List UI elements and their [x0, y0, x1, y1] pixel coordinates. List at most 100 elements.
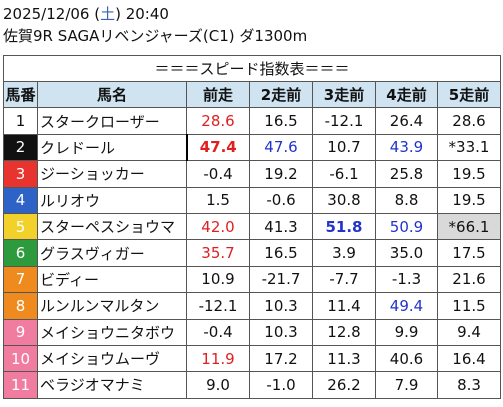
col-header-prev3: 3走前: [313, 82, 376, 108]
speed-index-prev2: 10.3: [250, 293, 313, 319]
horse-number: 2: [4, 134, 38, 160]
horse-number: 5: [4, 213, 38, 239]
speed-index-prev3: 11.4: [313, 293, 376, 319]
speed-index-prev1: 35.7: [187, 240, 250, 266]
weekday: 土: [100, 5, 115, 23]
col-header-name: 馬名: [38, 82, 187, 108]
speed-index-prev3: 12.8: [313, 319, 376, 345]
speed-index-prev2: 41.3: [250, 213, 313, 239]
race-header: 2025/12/06 (土) 20:40 佐賀9R SAGAリベンジャーズ(C1…: [0, 0, 503, 54]
horse-name: メイショウムーヴ: [38, 345, 187, 371]
horse-number: 3: [4, 161, 38, 187]
speed-index-prev4: 43.9: [376, 134, 438, 160]
horse-number: 10: [4, 345, 38, 371]
speed-index-table: ＝＝＝スピード指数表＝＝＝ 馬番 馬名 前走 2走前 3走前 4走前 5走前 1…: [3, 55, 501, 399]
speed-index-prev3: 51.8: [313, 213, 376, 239]
horse-number: 9: [4, 319, 38, 345]
horse-number: 4: [4, 187, 38, 213]
speed-index-prev4: 40.6: [376, 345, 438, 371]
speed-index-prev2: -1.0: [250, 372, 313, 398]
speed-index-prev2: 16.5: [250, 240, 313, 266]
speed-index-prev4: 25.8: [376, 161, 438, 187]
horse-number: 7: [4, 266, 38, 292]
table-row: 7 ビディー 10.9 -21.7 -7.7 -1.3 21.6: [4, 266, 501, 292]
speed-index-prev5: 9.4: [438, 319, 501, 345]
speed-index-prev1: -0.4: [187, 319, 250, 345]
speed-index-prev3: 11.3: [313, 345, 376, 371]
horse-name: メイショウニタボウ: [38, 319, 187, 345]
speed-index-prev4: 50.9: [376, 213, 438, 239]
race-info: 佐賀9R SAGAリベンジャーズ(C1) ダ1300m: [3, 23, 503, 45]
horse-number: 1: [4, 108, 38, 134]
speed-index-prev5: 11.5: [438, 293, 501, 319]
speed-index-prev2: 19.2: [250, 161, 313, 187]
speed-index-prev2: -21.7: [250, 266, 313, 292]
col-header-prev4: 4走前: [376, 82, 438, 108]
speed-index-prev1: 47.4: [187, 134, 250, 160]
speed-index-prev2: 47.6: [250, 134, 313, 160]
speed-index-prev1: 1.5: [187, 187, 250, 213]
speed-index-prev2: 10.3: [250, 319, 313, 345]
speed-index-prev4: 9.9: [376, 319, 438, 345]
horse-name: ジーショッカー: [38, 161, 187, 187]
table-row: 9 メイショウニタボウ -0.4 10.3 12.8 9.9 9.4: [4, 319, 501, 345]
speed-index-prev4: 35.0: [376, 240, 438, 266]
speed-index-prev3: 30.8: [313, 187, 376, 213]
horse-name: ベラジオマナミ: [38, 372, 187, 398]
speed-index-prev5: 17.5: [438, 240, 501, 266]
speed-index-prev3: 26.2: [313, 372, 376, 398]
col-header-number: 馬番: [4, 82, 38, 108]
speed-index-prev3: -12.1: [313, 108, 376, 134]
col-header-prev5: 5走前: [438, 82, 501, 108]
table-row: 5 スターペスショウマ 42.0 41.3 51.8 50.9 *66.1: [4, 213, 501, 239]
table-row: 3 ジーショッカー -0.4 19.2 -6.1 25.8 19.5: [4, 161, 501, 187]
speed-index-prev5: 21.6: [438, 266, 501, 292]
horse-name: クレドール: [38, 134, 187, 160]
horse-name: ルリオウ: [38, 187, 187, 213]
race-datetime: 2025/12/06 (土) 20:40: [3, 0, 503, 23]
table-row: 10 メイショウムーヴ 11.9 17.2 11.3 40.6 16.4: [4, 345, 501, 371]
horse-name: グラスヴィガー: [38, 240, 187, 266]
speed-index-prev4: 7.9: [376, 372, 438, 398]
col-header-prev1: 前走: [187, 82, 250, 108]
speed-index-prev4: 49.4: [376, 293, 438, 319]
table-row: 11 ベラジオマナミ 9.0 -1.0 26.2 7.9 8.3: [4, 372, 501, 398]
speed-index-prev3: 10.7: [313, 134, 376, 160]
horse-name: スタークローザー: [38, 108, 187, 134]
table-row: 2 クレドール 47.4 47.6 10.7 43.9 *33.1: [4, 134, 501, 160]
speed-index-prev5: 19.5: [438, 187, 501, 213]
speed-index-prev1: -0.4: [187, 161, 250, 187]
horse-name: ビディー: [38, 266, 187, 292]
table-row: 6 グラスヴィガー 35.7 16.5 3.9 35.0 17.5: [4, 240, 501, 266]
speed-index-prev1: -12.1: [187, 293, 250, 319]
horse-number: 6: [4, 240, 38, 266]
table-title: ＝＝＝スピード指数表＝＝＝: [4, 56, 501, 82]
speed-index-prev5: 19.5: [438, 161, 501, 187]
speed-index-prev5: *33.1: [438, 134, 501, 160]
speed-index-prev1: 28.6: [187, 108, 250, 134]
speed-index-prev1: 42.0: [187, 213, 250, 239]
table-row: 8 ルンルンマルタン -12.1 10.3 11.4 49.4 11.5: [4, 293, 501, 319]
speed-index-prev1: 10.9: [187, 266, 250, 292]
speed-index-prev1: 11.9: [187, 345, 250, 371]
horse-number: 8: [4, 293, 38, 319]
speed-index-prev5: 28.6: [438, 108, 501, 134]
column-header-row: 馬番 馬名 前走 2走前 3走前 4走前 5走前: [4, 82, 501, 108]
table-title-row: ＝＝＝スピード指数表＝＝＝: [4, 56, 501, 82]
speed-index-prev5: *66.1: [438, 213, 501, 239]
horse-name: ルンルンマルタン: [38, 293, 187, 319]
speed-index-prev5: 8.3: [438, 372, 501, 398]
speed-index-prev3: -6.1: [313, 161, 376, 187]
speed-index-prev2: 17.2: [250, 345, 313, 371]
speed-index-prev4: -1.3: [376, 266, 438, 292]
table-row: 1 スタークローザー 28.6 16.5 -12.1 26.4 28.6: [4, 108, 501, 134]
speed-index-prev3: -7.7: [313, 266, 376, 292]
speed-index-prev4: 26.4: [376, 108, 438, 134]
date-prefix: 2025/12/06 (: [3, 5, 100, 23]
table-row: 4 ルリオウ 1.5 -0.6 30.8 8.8 19.5: [4, 187, 501, 213]
horse-number: 11: [4, 372, 38, 398]
horse-name: スターペスショウマ: [38, 213, 187, 239]
speed-index-prev1: 9.0: [187, 372, 250, 398]
speed-index-prev5: 16.4: [438, 345, 501, 371]
date-suffix: ) 20:40: [115, 5, 169, 23]
